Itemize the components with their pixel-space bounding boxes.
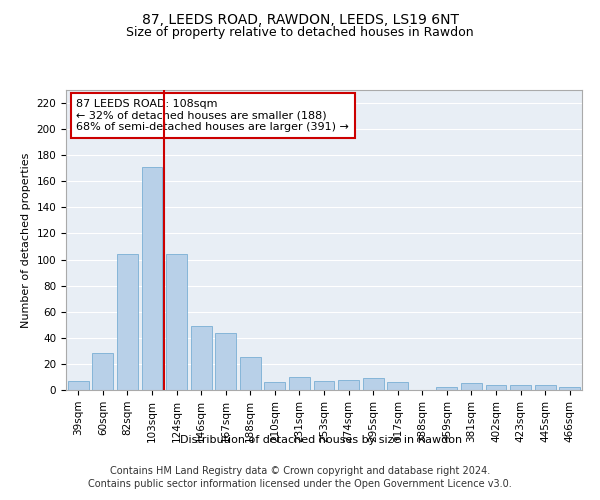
- Text: Contains HM Land Registry data © Crown copyright and database right 2024.: Contains HM Land Registry data © Crown c…: [110, 466, 490, 476]
- Bar: [485, 385, 506, 390]
- Bar: [289, 377, 310, 390]
- Bar: [92, 354, 113, 390]
- Y-axis label: Number of detached properties: Number of detached properties: [21, 152, 31, 328]
- Text: Distribution of detached houses by size in Rawdon: Distribution of detached houses by size …: [180, 435, 462, 445]
- Bar: [362, 378, 383, 390]
- Bar: [559, 388, 580, 390]
- Bar: [265, 382, 286, 390]
- Bar: [68, 381, 89, 390]
- Text: 87 LEEDS ROAD: 108sqm
← 32% of detached houses are smaller (188)
68% of semi-det: 87 LEEDS ROAD: 108sqm ← 32% of detached …: [76, 99, 349, 132]
- Bar: [314, 381, 334, 390]
- Bar: [510, 385, 531, 390]
- Bar: [191, 326, 212, 390]
- Bar: [117, 254, 138, 390]
- Bar: [436, 388, 457, 390]
- Bar: [142, 167, 163, 390]
- Bar: [215, 332, 236, 390]
- Text: 87, LEEDS ROAD, RAWDON, LEEDS, LS19 6NT: 87, LEEDS ROAD, RAWDON, LEEDS, LS19 6NT: [142, 12, 458, 26]
- Bar: [461, 384, 482, 390]
- Bar: [240, 358, 261, 390]
- Bar: [166, 254, 187, 390]
- Bar: [387, 382, 408, 390]
- Bar: [338, 380, 359, 390]
- Text: Size of property relative to detached houses in Rawdon: Size of property relative to detached ho…: [126, 26, 474, 39]
- Text: Contains public sector information licensed under the Open Government Licence v3: Contains public sector information licen…: [88, 479, 512, 489]
- Bar: [535, 385, 556, 390]
